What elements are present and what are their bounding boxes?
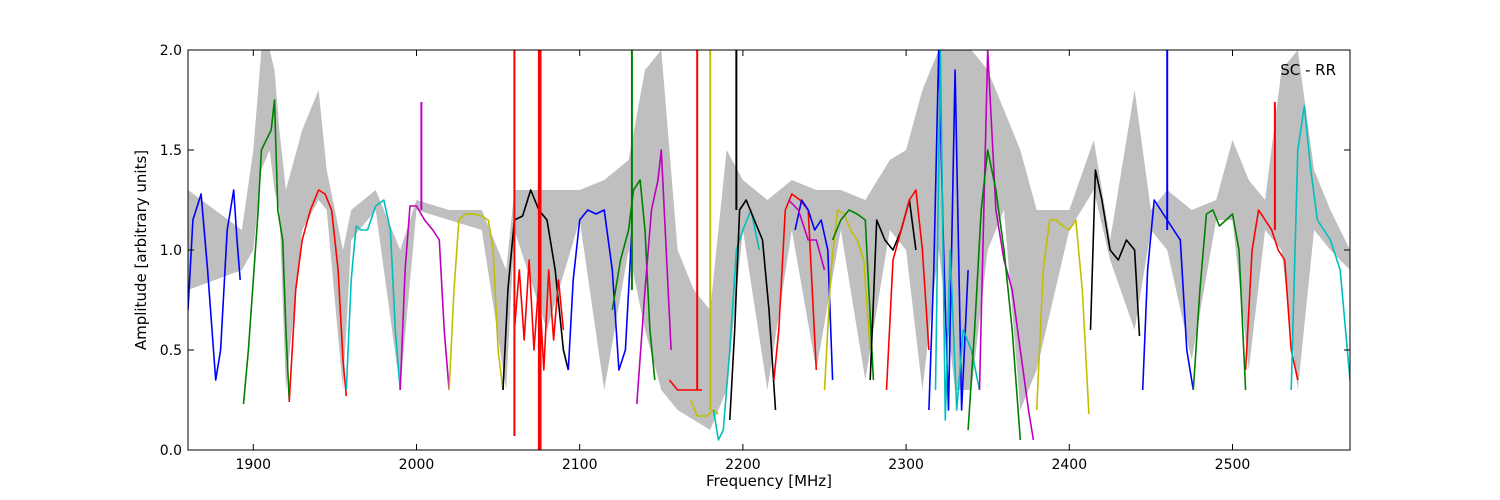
x-tick-label: 2200 — [725, 457, 761, 473]
x-axis-label: Frequency [MHz] — [706, 472, 832, 490]
series-line-10 — [611, 179, 656, 381]
y-axis-ticks: 0.0 0.5 1.0 1.5 2.0 — [160, 43, 1350, 459]
reference-band-area — [188, 50, 1350, 430]
x-tick-label: 2500 — [1215, 457, 1251, 473]
series-line-24 — [934, 50, 981, 421]
y-tick-label: 0.5 — [160, 343, 182, 359]
spike-layer — [420, 50, 1276, 450]
series-line-11 — [636, 149, 672, 405]
reference-band — [188, 50, 1350, 430]
series-layer — [188, 50, 1350, 441]
x-tick-label: 2400 — [1051, 457, 1087, 473]
series-line-26 — [967, 149, 1022, 441]
y-tick-label: 2.0 — [160, 43, 182, 59]
series-line-7 — [502, 189, 570, 391]
series-line-17 — [794, 199, 834, 381]
series-line-31 — [1244, 209, 1299, 381]
y-tick-label: 1.0 — [160, 243, 182, 259]
y-axis-label: Amplitude [arbitrary units] — [132, 150, 150, 350]
y-tick-label: 1.5 — [160, 143, 182, 159]
series-line-2 — [242, 99, 290, 405]
series-line-4 — [345, 199, 401, 391]
series-line-18 — [788, 199, 826, 271]
series-line-6 — [448, 213, 504, 391]
x-tick-label: 2300 — [888, 457, 924, 473]
series-line-25 — [978, 50, 1035, 441]
series-line-27 — [1035, 219, 1090, 415]
series-line-5 — [399, 205, 450, 391]
series-line-1 — [188, 189, 241, 381]
series-line-9 — [567, 209, 633, 371]
series-line-30 — [1192, 209, 1247, 391]
series-line-20 — [831, 209, 875, 381]
series-line-13 — [689, 399, 719, 417]
series-line-32 — [1290, 105, 1350, 391]
series-line-14 — [712, 209, 760, 441]
x-axis-ticks: 1900 2000 2100 2200 2300 2400 2500 — [235, 50, 1250, 473]
y-tick-label: 0.0 — [160, 443, 182, 459]
series-line-15 — [729, 199, 777, 421]
series-line-19 — [823, 209, 871, 391]
x-tick-label: 2000 — [399, 457, 435, 473]
chart-annotation: SC - RR — [1280, 61, 1336, 79]
series-line-28 — [1089, 169, 1141, 337]
series-line-3 — [288, 189, 348, 403]
x-tick-label: 2100 — [562, 457, 598, 473]
series-line-22 — [885, 189, 930, 391]
x-tick-label: 1900 — [235, 457, 271, 473]
